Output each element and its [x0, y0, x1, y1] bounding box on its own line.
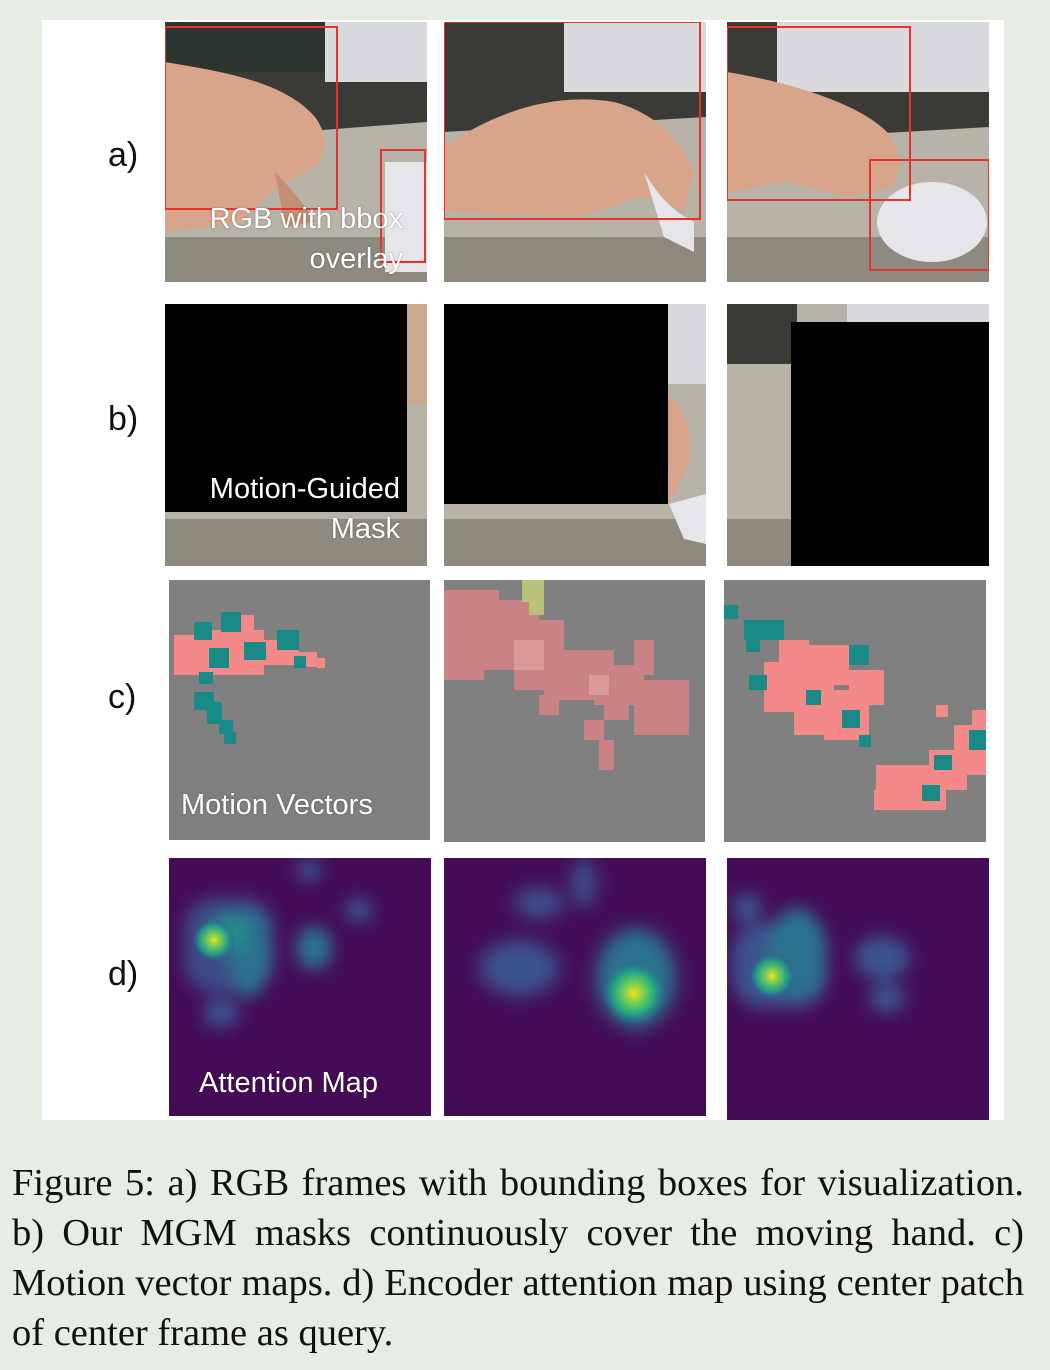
rgb-frame-3: [727, 22, 989, 282]
mask-frame-1: Motion-Guided Mask: [165, 304, 427, 566]
attention-map-2: [444, 858, 706, 1116]
overlay-label-mask-line2: Mask: [330, 513, 400, 545]
overlay-label-rgb-line1: RGB with bbox: [209, 203, 403, 235]
rgb-frame-2: [444, 22, 706, 282]
row-label-a: a): [108, 136, 139, 174]
overlay-label-motion-vectors: Motion Vectors: [181, 789, 373, 821]
attention-map-1: Attention Map: [169, 858, 431, 1116]
motion-vector-map-2: [444, 580, 705, 842]
row-label-c: c): [108, 678, 137, 716]
figure-caption: Figure 5: a) RGB frames with bounding bo…: [12, 1162, 1024, 1354]
overlay-label-rgb-line2: overlay: [309, 243, 404, 275]
overlay-label-attention-map: Attention Map: [199, 1067, 378, 1099]
row-label-d: d): [108, 955, 139, 993]
motion-vector-map-1: Motion Vectors: [169, 580, 430, 840]
mask-frame-2: [444, 304, 706, 566]
attention-map-3: [727, 858, 989, 1120]
overlay-label-mask-line1: Motion-Guided: [209, 473, 400, 505]
rgb-frame-1: RGB with bbox overlay: [165, 22, 427, 282]
mask-frame-3: [727, 304, 989, 566]
row-label-b: b): [108, 400, 139, 438]
motion-vector-map-3: [724, 580, 986, 842]
